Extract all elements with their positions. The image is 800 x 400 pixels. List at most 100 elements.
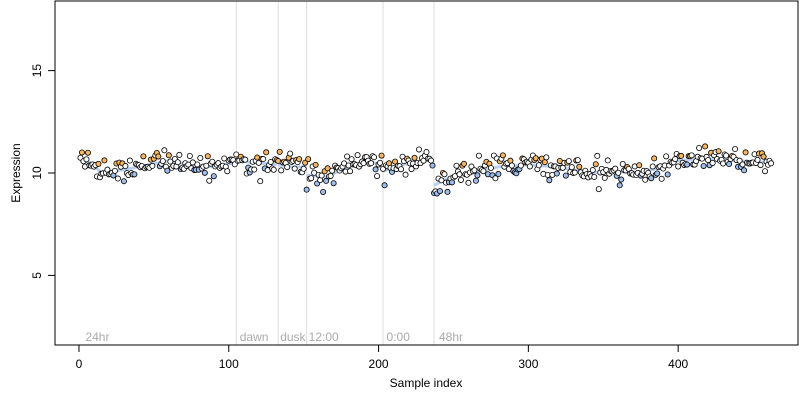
data-point: [291, 165, 298, 172]
data-point: [242, 156, 249, 163]
data-point: [176, 151, 183, 158]
data-point: [186, 152, 193, 159]
data-point: [574, 157, 581, 164]
data-point: [323, 177, 330, 184]
x-tick-label: 100: [219, 357, 239, 371]
data-point: [444, 188, 451, 195]
data-point: [559, 164, 566, 171]
data-point: [278, 167, 285, 174]
data-point: [508, 162, 515, 169]
data-point: [374, 173, 381, 180]
data-point: [305, 156, 312, 163]
data-point: [114, 175, 121, 182]
data-point: [571, 169, 578, 176]
data-point: [760, 153, 767, 160]
data-point: [398, 166, 405, 173]
data-point: [78, 149, 85, 156]
data-point: [140, 153, 147, 160]
data-point: [595, 186, 602, 193]
data-point: [411, 154, 418, 161]
data-point: [209, 158, 216, 165]
data-point: [601, 174, 608, 181]
data-point: [700, 162, 707, 169]
data-point: [210, 173, 217, 180]
data-point: [161, 147, 168, 154]
data-point: [194, 161, 201, 168]
data-point: [592, 161, 599, 168]
data-point: [371, 154, 378, 161]
data-point: [327, 172, 334, 179]
y-tick-label: 5: [30, 272, 44, 279]
data-point: [495, 171, 502, 178]
data-point: [448, 179, 455, 186]
data-point: [408, 166, 415, 173]
data-point: [546, 177, 553, 184]
data-point: [83, 156, 90, 163]
data-point: [312, 161, 319, 168]
data-point: [368, 160, 375, 167]
data-point: [354, 152, 361, 159]
data-point: [535, 162, 542, 169]
data-point: [131, 171, 138, 178]
data-point: [120, 178, 127, 185]
data-point: [457, 176, 464, 183]
data-point: [649, 163, 656, 170]
data-point: [517, 162, 524, 169]
x-tick-label: 0: [76, 357, 83, 371]
x-tick-label: 300: [518, 357, 538, 371]
data-point: [762, 168, 769, 175]
data-point: [101, 157, 108, 164]
data-point: [159, 158, 166, 165]
data-point: [715, 148, 722, 155]
data-points: [77, 143, 775, 197]
data-point: [568, 164, 575, 171]
data-point: [664, 171, 671, 178]
data-point: [329, 167, 336, 174]
data-point: [474, 172, 481, 179]
data-point: [742, 149, 749, 156]
data-point: [402, 171, 409, 178]
data-point: [111, 167, 118, 174]
data-point: [197, 154, 204, 161]
data-point: [441, 171, 448, 178]
data-point: [260, 156, 267, 163]
data-point: [453, 162, 460, 169]
data-point: [204, 153, 211, 160]
x-tick-label: 200: [369, 357, 389, 371]
data-point: [95, 160, 102, 167]
data-point: [167, 158, 174, 165]
phase-labels: 24hr dawn dusk 12:00 0:00 48hr: [85, 330, 463, 344]
data-point: [276, 148, 283, 155]
x-axis: 0 100 200 300 400: [76, 345, 688, 371]
data-point: [438, 177, 445, 184]
data-point: [541, 159, 548, 166]
data-point: [416, 146, 423, 153]
data-point: [472, 177, 479, 184]
data-point: [330, 180, 337, 187]
data-point: [526, 163, 533, 170]
data-point: [675, 163, 682, 170]
data-point: [702, 143, 709, 150]
data-point: [618, 176, 625, 183]
data-point: [318, 172, 325, 179]
y-axis-title: Expression: [9, 143, 23, 202]
data-point: [456, 171, 463, 178]
phase-label: dusk: [280, 330, 306, 344]
data-point: [768, 160, 775, 167]
data-point: [206, 177, 213, 184]
data-point: [492, 175, 499, 182]
phase-dividers: [235, 1, 435, 345]
data-point: [648, 175, 655, 182]
data-point: [465, 179, 472, 186]
data-point: [471, 167, 478, 174]
data-point: [651, 155, 658, 162]
data-point: [565, 158, 572, 165]
data-point: [619, 161, 626, 168]
data-point: [475, 152, 482, 159]
data-point: [324, 165, 331, 172]
data-point: [553, 170, 560, 177]
phase-label: 0:00: [387, 330, 411, 344]
data-point: [732, 146, 739, 153]
data-point: [616, 182, 623, 189]
